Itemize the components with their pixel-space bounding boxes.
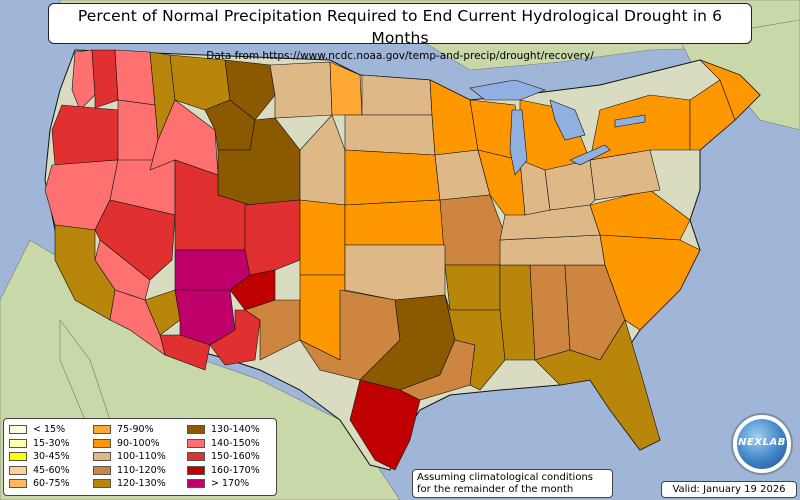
region-southern-california — [109, 289, 166, 356]
region-nebraska — [344, 149, 441, 206]
legend-swatch — [9, 465, 27, 475]
legend-item: 110-120% — [93, 464, 166, 478]
legend-label: 45-60% — [33, 464, 70, 476]
legend-swatch — [93, 465, 111, 475]
legend-swatch — [9, 479, 27, 489]
regions-layer — [44, 49, 761, 471]
legend-item: > 170% — [187, 477, 260, 491]
region-kansas — [344, 199, 446, 246]
region-new-england — [689, 79, 736, 151]
map-title: Percent of Normal Precipitation Required… — [77, 7, 723, 47]
lake-michigan — [509, 109, 528, 176]
legend-item: 30-45% — [9, 450, 70, 464]
legend-swatch — [9, 438, 27, 448]
legend-swatch — [187, 425, 205, 435]
legend-swatch — [187, 438, 205, 448]
lake-superior — [469, 79, 546, 101]
legend-column: 130-140% 140-150% 150-160% 160-170% > 170% — [187, 423, 260, 491]
legend-swatch — [187, 465, 205, 475]
region-western-washington — [91, 49, 119, 109]
region-oklahoma — [344, 244, 446, 301]
legend-item: 75-90% — [93, 423, 166, 437]
assumption-note-line1: Assuming climatological conditions — [417, 472, 593, 483]
region-eastern-colorado — [299, 199, 346, 276]
legend-swatch — [187, 452, 205, 462]
legend-swatch — [9, 452, 27, 462]
legend-item: 100-110% — [93, 450, 166, 464]
region-central-montana — [269, 61, 333, 119]
legend-label: 90-100% — [117, 437, 160, 449]
lake-huron — [549, 99, 586, 141]
legend-swatch — [93, 479, 111, 489]
legend-swatch — [93, 452, 111, 462]
region-carolinas — [599, 234, 701, 331]
nexlab-logo: NEXLAB — [731, 413, 793, 475]
region-northern-new-mexico — [229, 269, 276, 311]
region-mississippi — [499, 264, 536, 361]
legend-item: 15-30% — [9, 437, 70, 451]
region-alabama — [529, 264, 571, 361]
assumption-note: Assuming climatological conditions for t… — [412, 469, 613, 498]
legend-label: 30-45% — [33, 451, 70, 463]
region-eastern-oregon — [117, 99, 159, 171]
valid-date: Valid: January 19 2026 — [661, 481, 797, 498]
legend-label: 15-30% — [33, 437, 70, 449]
region-south-dakota — [344, 114, 436, 156]
region-southwest-montana — [224, 59, 276, 121]
title-box: Percent of Normal Precipitation Required… — [48, 3, 752, 62]
legend-item: 90-100% — [93, 437, 166, 451]
legend-item: 45-60% — [9, 464, 70, 478]
legend-item: 60-75% — [9, 477, 70, 491]
great-lakes — [469, 79, 646, 176]
legend-label: 150-160% — [211, 451, 260, 463]
legend-label: 130-140% — [211, 424, 260, 436]
legend-item: < 15% — [9, 423, 70, 437]
legend-column: 75-90% 90-100% 100-110% 110-120% 120-130% — [93, 423, 166, 491]
legend-column: < 15% 15-30% 30-45% 45-60% 60-75% — [9, 423, 70, 491]
region-north-dakota — [361, 74, 433, 116]
legend-label: 140-150% — [211, 437, 260, 449]
logo-text: NEXLAB — [738, 437, 786, 448]
region-arkansas — [444, 264, 501, 311]
region-washington-coast — [71, 49, 96, 111]
legend-swatch — [93, 438, 111, 448]
legend-label: 120-130% — [117, 478, 166, 490]
map-subtitle: Data from https://www.ncdc.noaa.gov/temp… — [206, 50, 594, 62]
legend-label: 110-120% — [117, 464, 166, 476]
region-western-oregon — [51, 104, 121, 166]
legend-swatch — [187, 479, 205, 489]
region-florida — [534, 319, 661, 451]
legend-item: 130-140% — [187, 423, 260, 437]
legend-item: 120-130% — [93, 477, 166, 491]
globe-icon — [737, 419, 787, 469]
assumption-note-line2: for the remainder of the month — [417, 484, 574, 495]
legend-label: > 170% — [211, 478, 250, 490]
legend-item: 150-160% — [187, 450, 260, 464]
legend-label: 75-90% — [117, 424, 154, 436]
legend-label: 100-110% — [117, 451, 166, 463]
legend-item: 160-170% — [187, 464, 260, 478]
legend-item: 140-150% — [187, 437, 260, 451]
legend-label: 160-170% — [211, 464, 260, 476]
lake-ontario — [614, 114, 646, 128]
legend: < 15% 15-30% 30-45% 45-60% 60-75% 75-90% 90-10… — [3, 418, 277, 496]
legend-label: < 15% — [33, 424, 66, 436]
legend-swatch — [9, 425, 27, 435]
lake-erie — [569, 144, 611, 166]
legend-label: 60-75% — [33, 478, 70, 490]
legend-swatch — [93, 425, 111, 435]
region-maine — [699, 59, 761, 121]
